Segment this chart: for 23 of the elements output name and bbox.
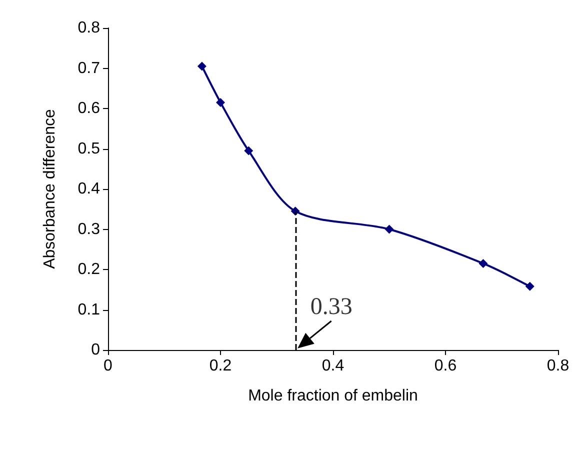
point	[525, 282, 534, 291]
x-tick-label: 0.2	[209, 358, 232, 374]
y-tick-label: 0.7	[78, 60, 100, 77]
x-tick-label: 0.8	[546, 358, 570, 374]
y-tick-label: 0.3	[78, 220, 100, 238]
point	[384, 224, 394, 234]
x-tick-label: 0.4	[322, 358, 344, 374]
x-tick-label: 0.6	[434, 358, 457, 374]
x-tick-label: 0	[104, 358, 113, 374]
y-tick-label: 0.4	[78, 180, 100, 198]
point	[478, 258, 488, 268]
x-axis-title: Mole fraction of embelin	[248, 388, 418, 404]
y-tick-label: 0	[91, 342, 100, 358]
y-tick-label: 0.2	[78, 261, 100, 278]
point	[197, 62, 206, 71]
annotation: 0.33	[310, 294, 352, 320]
y-tick-label: 0.1	[78, 301, 100, 318]
y-axis-title: Absorbance difference	[42, 108, 58, 269]
y-tick-label: 0.8	[78, 20, 100, 36]
point	[244, 146, 254, 156]
point	[216, 98, 225, 107]
y-tick-label: 0.5	[78, 140, 100, 158]
y-tick-label: 0.6	[78, 100, 100, 117]
